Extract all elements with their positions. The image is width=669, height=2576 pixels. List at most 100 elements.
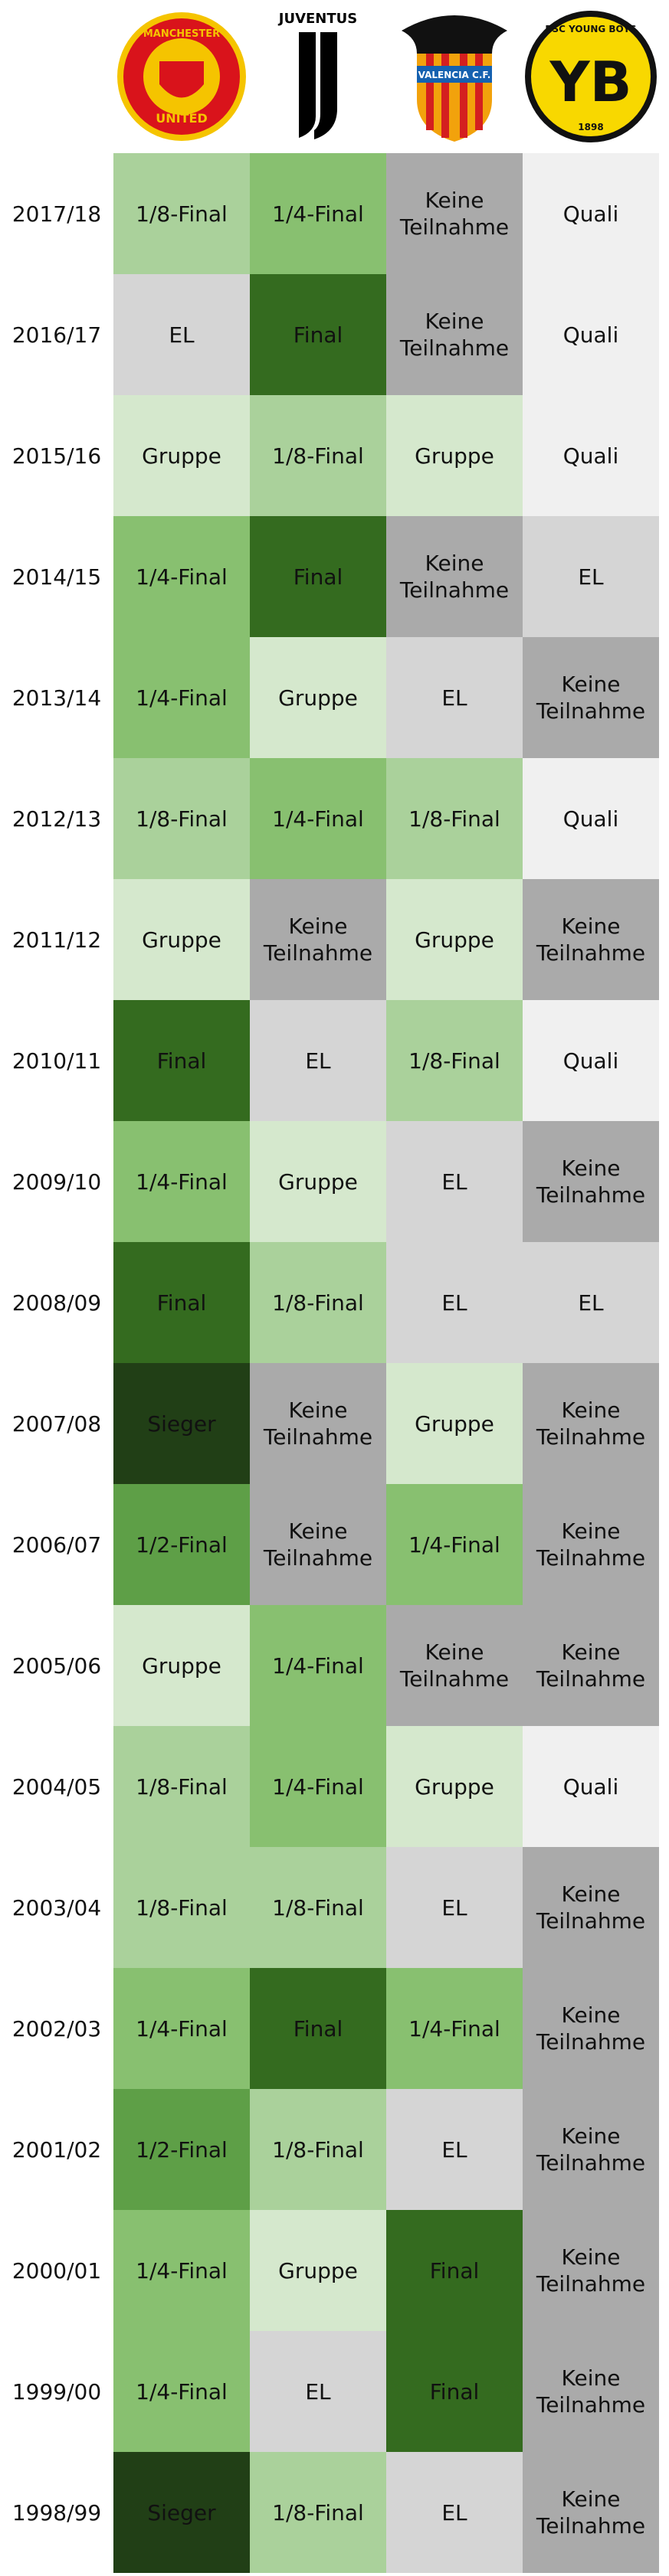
result-cell: Keine Teilnahme [523, 1363, 659, 1484]
table-row: 2005/06 Gruppe 1/4-Final Keine Teilnahme Kei… [0, 1605, 659, 1726]
result-cell: Gruppe [113, 395, 250, 516]
table-row: 2002/03 1/4-Final Final 1/4-Final Keine Teil… [0, 1968, 659, 2089]
table-row: 1998/99 Sieger 1/8-Final EL Keine Teilnahme [0, 2452, 659, 2573]
table-row: 2009/10 1/4-Final Gruppe EL Keine Teilnahme [0, 1121, 659, 1242]
result-cell: Keine Teilnahme [386, 516, 523, 637]
result-cell: Gruppe [113, 879, 250, 1000]
result-cell: Keine Teilnahme [523, 879, 659, 1000]
logo-manchester-united: MANCHESTER UNITED [117, 12, 246, 141]
result-cell: Keine Teilnahme [386, 274, 523, 395]
table-row: 2015/16 Gruppe 1/8-Final Gruppe Quali [0, 395, 659, 516]
table-row: 2001/02 1/2-Final 1/8-Final EL Keine Teilnah… [0, 2089, 659, 2210]
season-label: 2001/02 [11, 2136, 102, 2162]
logo-text: VALENCIA C.F. [418, 70, 491, 80]
result-cell: Keine Teilnahme [523, 1605, 659, 1726]
result-cell: Keine Teilnahme [523, 1484, 659, 1605]
table-row: 2012/13 1/8-Final 1/4-Final 1/8-Final Quali [0, 758, 659, 879]
season-label: 2004/05 [11, 1773, 102, 1800]
result-cell: EL [386, 2452, 523, 2573]
result-cell: Keine Teilnahme [523, 1847, 659, 1968]
result-cell: Keine Teilnahme [250, 1484, 386, 1605]
season-label: 1998/99 [11, 2499, 102, 2525]
table-row: 2016/17 EL Final Keine Teilnahme Quali [0, 274, 659, 395]
result-cell: Quali [523, 1726, 659, 1847]
result-cell: 1/8-Final [250, 2089, 386, 2210]
logo-text: YB [549, 50, 631, 114]
logo-text: JUVENTUS [277, 11, 357, 27]
season-label: 2002/03 [11, 2015, 102, 2042]
result-cell: EL [386, 1847, 523, 1968]
result-cell: 1/8-Final [250, 1242, 386, 1363]
result-cell: 1/4-Final [113, 2210, 250, 2331]
result-cell: Keine Teilnahme [250, 879, 386, 1000]
result-cell: EL [386, 1121, 523, 1242]
result-cell: 1/8-Final [250, 395, 386, 516]
result-cell: Keine Teilnahme [250, 1363, 386, 1484]
logo-young-boys: BSC YOUNG BOYS YB 1898 [525, 11, 657, 142]
result-cell: Keine Teilnahme [523, 2089, 659, 2210]
logo-valencia: VALENCIA C.F. [402, 15, 507, 142]
result-cell: 1/8-Final [113, 1726, 250, 1847]
result-cell: 1/4-Final [113, 637, 250, 758]
table-row: 2013/14 1/4-Final Gruppe EL Keine Teilnahme [0, 637, 659, 758]
logo-text: BSC YOUNG BOYS [545, 24, 636, 34]
result-cell: Keine Teilnahme [386, 153, 523, 274]
result-cell: 1/4-Final [250, 153, 386, 274]
season-label: 2006/07 [11, 1532, 102, 1558]
table-row: 2010/11 Final EL 1/8-Final Quali [0, 1000, 659, 1121]
result-cell: Keine Teilnahme [523, 2331, 659, 2452]
season-label: 2013/14 [11, 685, 102, 711]
result-cell: Final [113, 1000, 250, 1121]
result-cell: Sieger [113, 2452, 250, 2573]
table-row: 2011/12 Gruppe Keine Teilnahme Gruppe Keine … [0, 879, 659, 1000]
result-cell: Keine Teilnahme [523, 1968, 659, 2089]
table-row: 1999/00 1/4-Final EL Final Keine Teilnahme [0, 2331, 659, 2452]
table-row: 2000/01 1/4-Final Gruppe Final Keine Teilnah… [0, 2210, 659, 2331]
season-label: 2017/18 [11, 201, 102, 227]
result-cell: Gruppe [250, 637, 386, 758]
result-cell: Quali [523, 758, 659, 879]
result-cell: 1/4-Final [386, 1484, 523, 1605]
season-label: 2007/08 [11, 1411, 102, 1437]
result-cell: EL [523, 1242, 659, 1363]
result-cell: Keine Teilnahme [523, 2210, 659, 2331]
result-cell: EL [250, 2331, 386, 2452]
result-cell: 1/2-Final [113, 2089, 250, 2210]
season-label: 1999/00 [11, 2378, 102, 2404]
table-row: 2017/18 1/8-Final 1/4-Final Keine Teilnahme… [0, 153, 659, 274]
season-label: 2011/12 [11, 927, 102, 953]
season-label: 2014/15 [11, 564, 102, 590]
result-cell: Gruppe [386, 1726, 523, 1847]
logo-text: 1898 [578, 122, 603, 132]
result-cell: Quali [523, 1000, 659, 1121]
result-cell: Quali [523, 395, 659, 516]
table-row: 2014/15 1/4-Final Final Keine Teilnahme EL [0, 516, 659, 637]
result-cell: 1/8-Final [250, 2452, 386, 2573]
result-cell: Keine Teilnahme [386, 1605, 523, 1726]
result-cell: 1/4-Final [250, 1605, 386, 1726]
result-cell: 1/8-Final [386, 1000, 523, 1121]
result-cell: Final [386, 2331, 523, 2452]
result-cell: Keine Teilnahme [523, 1121, 659, 1242]
result-cell: 1/4-Final [250, 1726, 386, 1847]
result-cell: Gruppe [386, 879, 523, 1000]
season-label: 2005/06 [11, 1652, 102, 1679]
result-cell: 1/4-Final [113, 516, 250, 637]
result-cell: EL [386, 1242, 523, 1363]
logo-juventus: JUVENTUS [277, 11, 357, 139]
season-label: 2012/13 [11, 806, 102, 832]
club-logos: MANCHESTER UNITED JUVENTUS VALENCIA C.F.… [113, 0, 659, 153]
season-label: 2003/04 [11, 1894, 102, 1921]
result-cell: 1/4-Final [113, 1968, 250, 2089]
table-row: 2006/07 1/2-Final Keine Teilnahme 1/4-Final… [0, 1484, 659, 1605]
table-row: 2008/09 Final 1/8-Final EL EL [0, 1242, 659, 1363]
result-cell: 1/2-Final [113, 1484, 250, 1605]
result-cell: 1/4-Final [113, 1121, 250, 1242]
logo-text: UNITED [156, 111, 207, 126]
result-cell: 1/8-Final [113, 1847, 250, 1968]
season-label: 2008/09 [11, 1290, 102, 1316]
result-cell: EL [250, 1000, 386, 1121]
result-cell: Keine Teilnahme [523, 637, 659, 758]
result-cell: Final [386, 2210, 523, 2331]
